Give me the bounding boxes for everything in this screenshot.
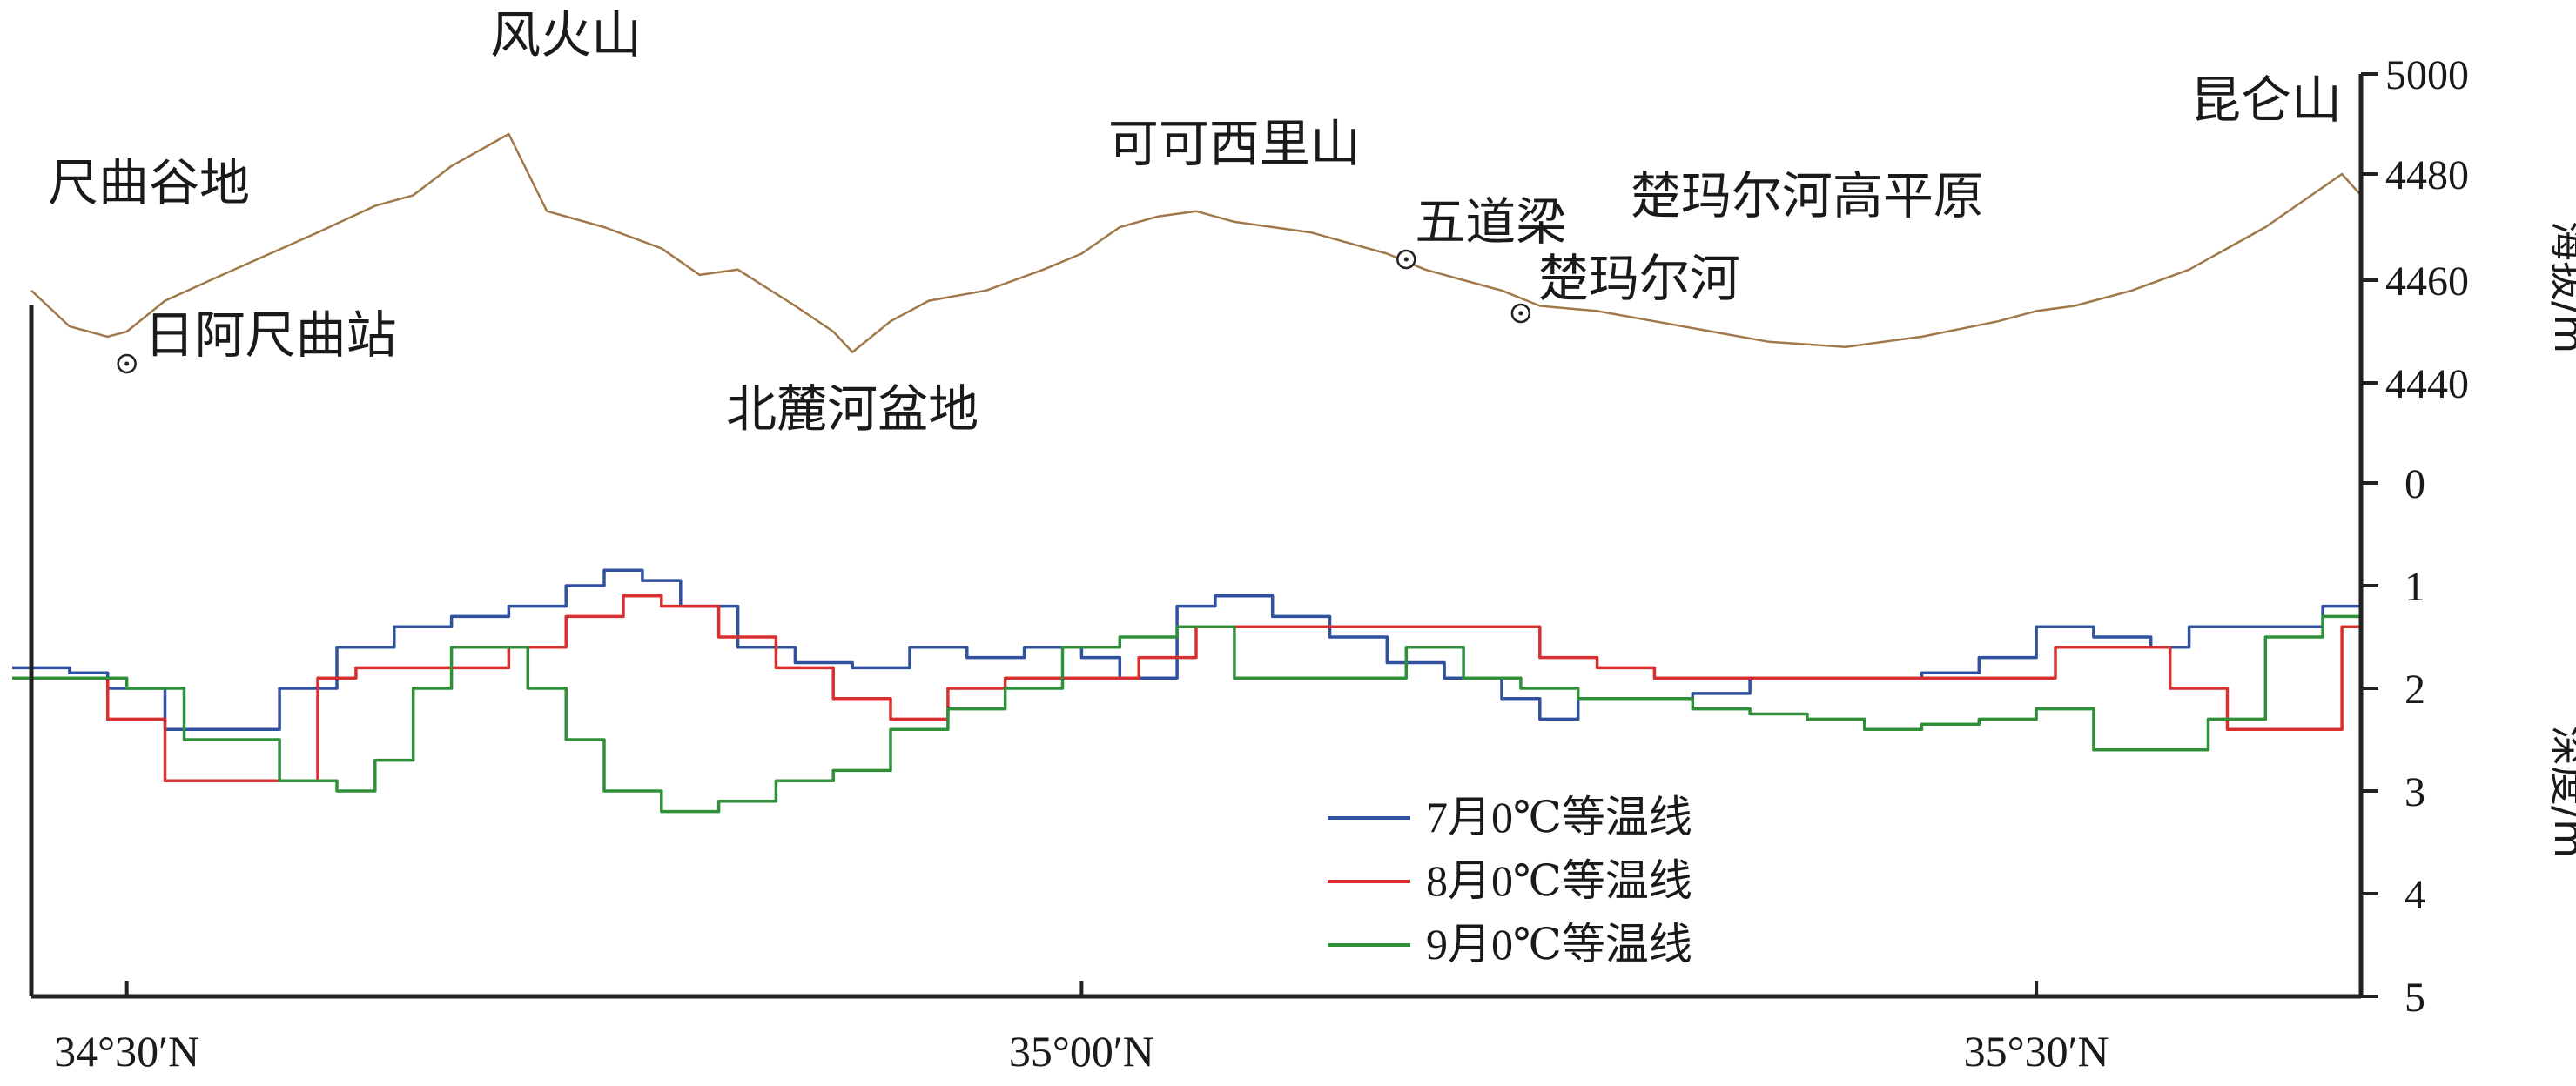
depth-axis-label: 深度/m: [2546, 726, 2576, 858]
depth-tick-label: 3: [2404, 769, 2425, 815]
place-label: 昆仑山: [2190, 70, 2342, 130]
place-label: 尺曲谷地: [48, 153, 250, 212]
isotherm-line-9: [12, 586, 2363, 814]
depth-tick-label: 1: [2404, 564, 2425, 610]
terrain-profile-line: [30, 132, 2362, 353]
depth-tick-label: 4: [2404, 872, 2425, 918]
place-label: 五道梁: [1415, 192, 1566, 251]
terrain-layer: [30, 132, 2362, 353]
place-label: 日阿尺曲站: [145, 305, 397, 365]
elevation-tick-label: 4460: [2385, 258, 2469, 305]
place-label: 楚玛尔河高平原: [1631, 166, 1984, 225]
elevation-axis-label: 海拔/m: [2546, 221, 2576, 353]
axes-layer: 34°30′N 35°00′N 35°30′N 4440 4460 4480 5000 0 1 2…: [29, 52, 2469, 1076]
place-label: 北麓河盆地: [726, 379, 979, 439]
legend-label-september: 9月0℃等温线: [1426, 920, 1692, 969]
depth-tick-label: 2: [2404, 667, 2425, 713]
place-label: 风火山: [490, 5, 642, 64]
isotherm-series-layer: [12, 568, 2363, 814]
x-tick-label: 35°30′N: [1964, 1027, 2109, 1076]
legend-label-july: 7月0℃等温线: [1426, 793, 1692, 841]
legend: 7月0℃等温线 8月0℃等温线 9月0℃等温线: [1328, 793, 1692, 969]
elevation-tick-label: 4480: [2385, 152, 2469, 198]
isotherm-line-8: [12, 586, 2363, 782]
place-marker-dot: [1403, 257, 1409, 262]
place-marker-dot: [1518, 311, 1523, 316]
legend-label-august: 8月0℃等温线: [1426, 856, 1692, 905]
isotherm-line-7: [12, 568, 2361, 731]
elevation-tick-label: 5000: [2385, 52, 2469, 98]
place-label: 楚玛尔河: [1538, 249, 1740, 308]
elevation-tick-label: 4440: [2385, 361, 2469, 407]
depth-tick-label: 5: [2404, 975, 2425, 1021]
place-marker-dot: [124, 361, 130, 366]
x-tick-label: 35°00′N: [1009, 1027, 1154, 1076]
x-tick-label: 34°30′N: [54, 1027, 199, 1076]
depth-tick-label: 0: [2404, 461, 2425, 507]
place-label: 可可西里山: [1108, 114, 1361, 173]
